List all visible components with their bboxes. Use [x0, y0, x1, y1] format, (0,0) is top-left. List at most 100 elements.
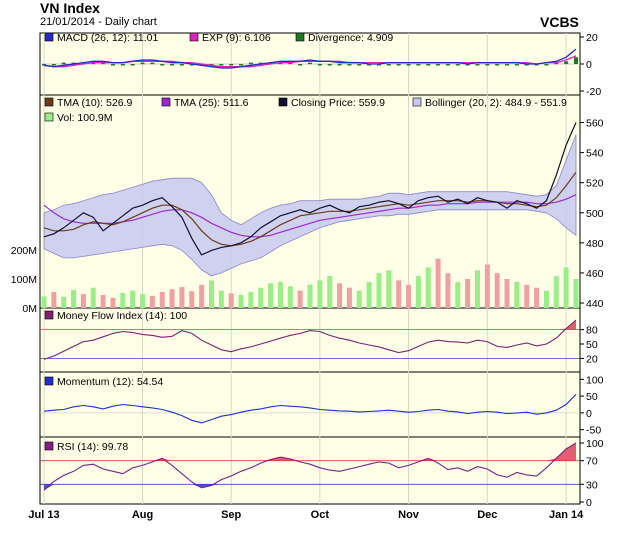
y-tick-label: 480: [586, 238, 604, 250]
divergence-bar: [189, 64, 194, 66]
divergence-bar: [367, 64, 372, 66]
x-tick-label: Nov: [398, 509, 420, 521]
brand-label: VCBS: [540, 14, 579, 30]
legend-label: Money Flow Index (14): 100: [57, 310, 187, 322]
volume-bar: [248, 292, 254, 308]
volume-bar: [208, 280, 214, 308]
x-tick-label: Dec: [477, 509, 497, 521]
legend-swatch: [44, 97, 54, 107]
volume-bar: [287, 286, 293, 308]
x-tick-label: Jul 13: [28, 509, 59, 521]
y-tick-label: 100: [586, 374, 604, 386]
legend-swatch: [161, 97, 171, 107]
divergence-bar: [120, 64, 125, 66]
y-tick-label: 440: [586, 298, 604, 310]
volume-bar: [415, 276, 421, 308]
divergence-bar: [505, 64, 510, 66]
volume-bar: [228, 293, 234, 308]
volume-bar: [169, 289, 175, 308]
legend-swatch: [189, 32, 199, 42]
volume-tick-label: 100M: [11, 274, 37, 286]
divergence-bar: [485, 64, 490, 66]
divergence-bar: [278, 62, 283, 65]
divergence-bar: [150, 62, 155, 65]
y-tick-label: -50: [586, 425, 601, 437]
volume-bar: [149, 295, 155, 308]
divergence-bar: [327, 64, 332, 66]
x-tick-label: Sep: [221, 509, 241, 521]
divergence-bar: [239, 64, 244, 66]
volume-bar: [337, 283, 343, 308]
volume-bar: [297, 290, 303, 308]
closing-price-line: [43, 122, 577, 256]
divergence-bar: [130, 64, 135, 66]
legend-label: TMA (25): 511.6: [174, 97, 249, 109]
y-tick-label: 70: [586, 456, 598, 468]
divergence-bar: [426, 64, 431, 66]
volume-bar: [71, 290, 77, 308]
volume-bar: [455, 281, 461, 308]
x-tick-label: Oct: [311, 509, 330, 521]
divergence-bar: [455, 64, 460, 66]
chart-subtitle: 21/01/2014 - Daily chart: [40, 16, 157, 28]
volume-bar: [376, 273, 382, 308]
y-tick-label: 100: [586, 438, 604, 450]
y-tick-label: 0: [586, 408, 592, 420]
divergence-bar: [219, 64, 224, 66]
mfi-line: [43, 319, 577, 360]
volume-bar: [159, 292, 165, 308]
y-tick-label: 20: [586, 353, 598, 365]
volume-bar: [258, 287, 264, 308]
divergence-bar: [534, 64, 539, 66]
y-tick-label: 50: [586, 339, 598, 351]
volume-bar: [474, 270, 480, 308]
volume-bar: [90, 287, 96, 308]
tma25-line: [43, 194, 577, 238]
divergence-bar: [475, 64, 480, 66]
divergence-bar: [179, 64, 184, 66]
volume-bar: [41, 296, 47, 308]
divergence-bar: [396, 64, 401, 66]
volume-bar: [386, 270, 392, 308]
divergence-bar: [51, 64, 56, 66]
volume-bar: [445, 273, 451, 308]
volume-bar: [51, 292, 57, 308]
divergence-bar: [101, 62, 106, 65]
divergence-bar: [140, 62, 145, 65]
legend-label: Vol: 100.9M: [57, 112, 112, 124]
panel-momentum: [39, 371, 581, 438]
legend-swatch: [412, 97, 422, 107]
divergence-bar: [160, 64, 165, 66]
y-tick-label: 500: [586, 208, 604, 220]
volume-bar: [61, 296, 67, 308]
volume-bar: [277, 281, 283, 308]
y-tick-label: 560: [586, 118, 604, 130]
divergence-bar: [574, 57, 578, 64]
volume-bar: [218, 290, 224, 308]
divergence-bar: [436, 64, 441, 66]
volume-bar: [189, 291, 195, 308]
volume-bar: [425, 267, 431, 308]
volume-tick-label: 0M: [22, 303, 37, 315]
volume-bar: [534, 287, 540, 308]
volume-bar: [435, 258, 441, 308]
volume-bar: [553, 276, 559, 308]
legend-swatch: [44, 112, 54, 122]
x-tick-label: Jan 14: [549, 509, 584, 521]
volume-bar: [465, 279, 471, 308]
volume-bar: [327, 276, 333, 308]
volume-bar: [199, 284, 205, 308]
divergence-bar: [544, 64, 549, 66]
divergence-bar: [347, 64, 352, 66]
legend-swatch: [295, 32, 305, 42]
macd-line: [43, 48, 577, 69]
y-tick-label: 50: [586, 391, 598, 403]
volume-tick-label: 200M: [11, 245, 37, 257]
divergence-bar: [298, 64, 303, 66]
volume-bar: [179, 287, 185, 308]
volume-bar: [573, 279, 579, 308]
divergence-bar: [445, 64, 450, 66]
divergence-bar: [170, 64, 175, 66]
divergence-bar: [495, 64, 500, 66]
